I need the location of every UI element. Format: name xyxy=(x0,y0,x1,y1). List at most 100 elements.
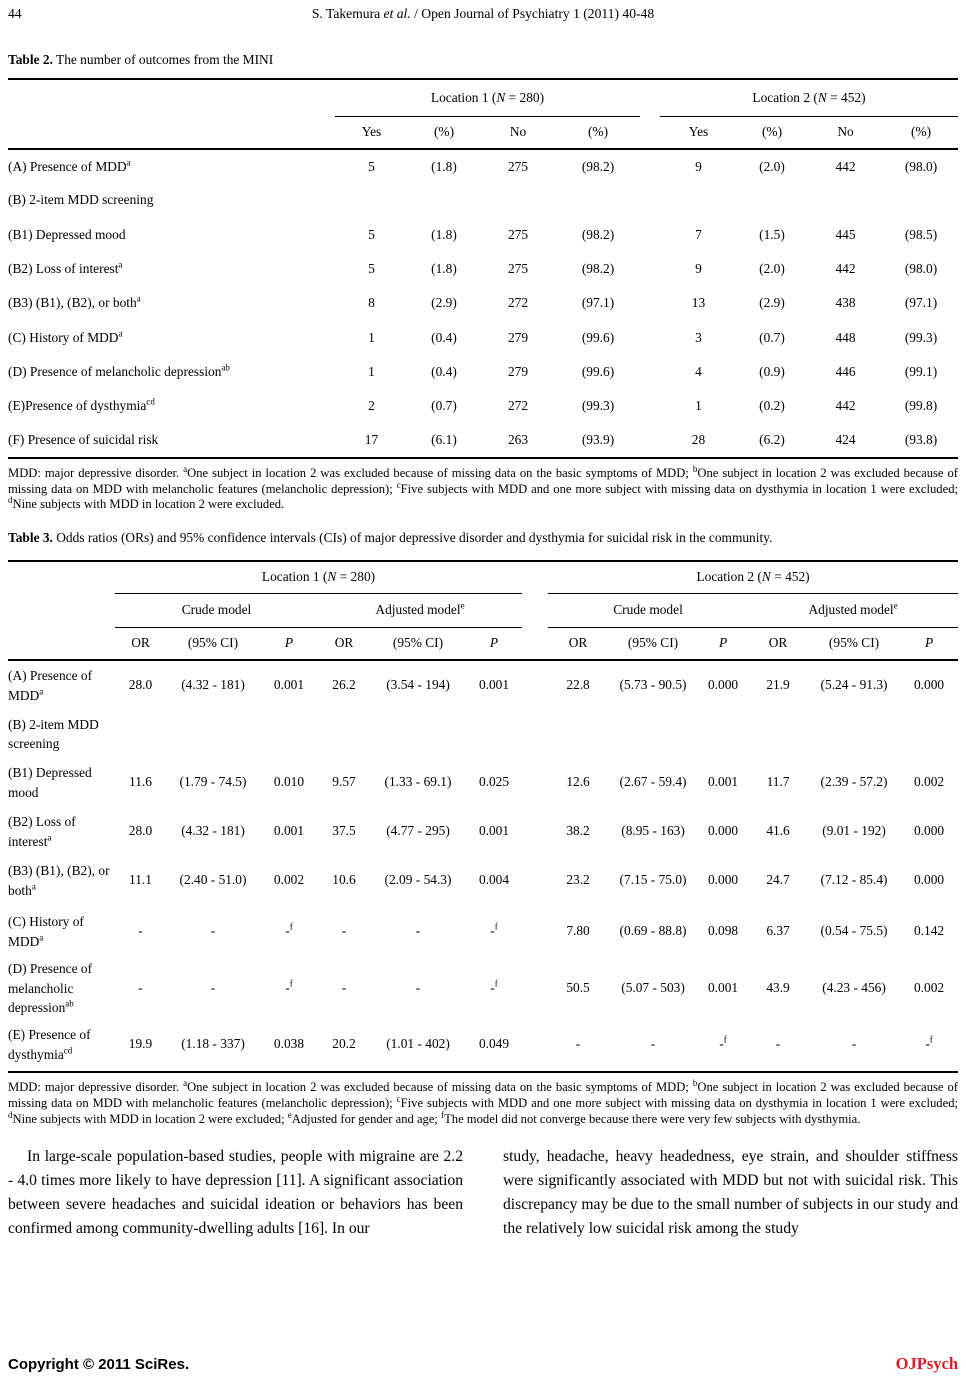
table3-cell: 21.9 xyxy=(766,677,790,693)
table3-stat-header-p: P xyxy=(466,627,523,662)
table3-caption-label: Table 3. xyxy=(8,530,53,546)
table3-cell: 0.000 xyxy=(707,823,739,839)
table3-cell: 37.5 xyxy=(332,823,356,839)
table2-cell xyxy=(807,183,884,217)
table3-cell: (1.79 - 74.5) xyxy=(179,774,247,790)
table2-header-spacer xyxy=(8,79,335,116)
table3-stat-header-ci: (95% CI) xyxy=(166,627,260,662)
table2-cell: 1 xyxy=(695,398,702,414)
table3-header-spacer xyxy=(8,561,115,593)
table3-cell xyxy=(166,710,260,758)
column-gap xyxy=(522,807,548,856)
table2-cell: 442 xyxy=(835,158,856,174)
table3-cell: 0.002 xyxy=(913,979,945,995)
table3-row: (B1) Depressed mood 11.6 (1.79 - 74.5) 0… xyxy=(8,758,958,807)
table2-cell xyxy=(556,183,640,217)
table2-cell xyxy=(408,183,480,217)
table2-cell: 275 xyxy=(507,226,529,242)
page-number: 44 xyxy=(8,6,22,21)
table3-cell: 26.2 xyxy=(332,677,356,693)
table3-stat-header-ci: (95% CI) xyxy=(608,627,699,662)
table2-cell: (0.9) xyxy=(759,363,785,379)
table2-cell: (0.4) xyxy=(431,329,457,345)
table3-cell: 0.001 xyxy=(478,677,510,693)
table3-cell: 0.000 xyxy=(913,677,945,693)
column-gap xyxy=(522,1018,548,1072)
table2-cell: 5 xyxy=(368,261,375,277)
table2-row: (D) Presence of melancholic depressionab… xyxy=(8,355,958,389)
table3-row-label: (B) 2-item MDD screening xyxy=(8,716,99,752)
table3-location2-header: Location 2 (N = 452) xyxy=(548,561,959,594)
table3-cell: (1.33 - 69.1) xyxy=(384,774,452,790)
table3-cell: 50.5 xyxy=(566,979,590,995)
table3-stat-header-p: P xyxy=(260,627,318,662)
table2-cell: (0.7) xyxy=(431,398,457,414)
column-gap xyxy=(522,593,548,627)
column-gap xyxy=(522,856,548,905)
table3-cell: (1.01 - 402) xyxy=(386,1036,450,1052)
table3-cell xyxy=(808,710,900,758)
column-gap xyxy=(522,905,548,958)
table3-cell xyxy=(115,710,166,758)
table2-cell: 448 xyxy=(835,329,856,345)
table3-cell: 0.002 xyxy=(273,872,305,888)
table3-cell: (4.32 - 181) xyxy=(181,823,245,839)
table2-cell: 279 xyxy=(507,329,529,345)
table3-cell: - xyxy=(138,979,143,995)
table2-row-label: (B2) Loss of interesta xyxy=(8,259,123,277)
table3-cell: - xyxy=(210,923,216,939)
table2-cell: (99.8) xyxy=(904,398,938,414)
table3-cell: 0.000 xyxy=(707,677,739,693)
table2-cell: (0.7) xyxy=(759,329,785,345)
table3-cell xyxy=(698,710,748,758)
column-gap xyxy=(640,389,660,423)
table3-cell: 0.000 xyxy=(913,823,945,839)
table2-row-label: (A) Presence of MDDa xyxy=(8,157,131,174)
table3-cell: (7.15 - 75.0) xyxy=(619,872,687,888)
table2-cell: 272 xyxy=(507,398,529,414)
table2-row-label: (D) Presence of melancholic depressionab xyxy=(8,362,230,379)
table3-row-label: (C) History of MDDa xyxy=(8,914,84,949)
table3-cell: - xyxy=(775,1036,781,1052)
table3-row: (D) Presence of melancholic depressionab… xyxy=(8,958,958,1018)
table3-cell: 0.001 xyxy=(707,979,739,995)
table3-cell: 41.6 xyxy=(766,823,790,839)
table2-cell: 263 xyxy=(507,432,529,448)
table2-row-label: (B) 2-item MDD screening xyxy=(8,192,154,208)
table2-caption: Table 2. The number of outcomes from the… xyxy=(8,52,958,68)
table3-cell: 24.7 xyxy=(766,872,790,888)
table2-cell: (97.1) xyxy=(581,295,615,311)
table3-cell: 11.7 xyxy=(766,774,790,790)
table3-cell: -f xyxy=(719,1034,727,1052)
table3-stat-header-p: P xyxy=(900,627,959,662)
table3-row: (B2) Loss of interesta 28.0 (4.32 - 181)… xyxy=(8,807,958,856)
table3-row: (B) 2-item MDD screening xyxy=(8,710,958,758)
table3-cell: (4.77 - 295) xyxy=(386,823,450,839)
table2-row: (B1) Depressed mood 5 (1.8) 275 (98.2) 7… xyxy=(8,218,958,252)
table3-cell: (9.01 - 192) xyxy=(822,823,886,839)
table3-stat-header-or: OR xyxy=(115,627,166,662)
table3-cell: 28.0 xyxy=(128,677,153,693)
table2-cell: (93.8) xyxy=(904,432,938,448)
table3-cell: 10.6 xyxy=(332,872,356,888)
table2-cell: (98.5) xyxy=(904,226,938,242)
table3-caption: Table 3. Odds ratios (ORs) and 95% confi… xyxy=(8,529,958,548)
table3-cell: 0.025 xyxy=(478,774,510,790)
column-gap xyxy=(640,218,660,252)
table3-stat-header-row: OR (95% CI) P OR (95% CI) P OR (95% CI) … xyxy=(8,627,959,662)
table3-row: (E) Presence of dysthymiacd 19.9 (1.18 -… xyxy=(8,1018,958,1072)
table3-cell: 0.010 xyxy=(273,774,305,790)
table2-cell: 445 xyxy=(835,226,856,242)
table3-cell: - xyxy=(210,979,216,995)
column-gap xyxy=(640,286,660,320)
table2-caption-label: Table 2. xyxy=(8,52,53,67)
table3-cell: - xyxy=(650,1036,656,1052)
table2-row-label: (B1) Depressed mood xyxy=(8,226,126,242)
table3-cell: (1.18 - 337) xyxy=(181,1036,245,1052)
table3-cell: 0.000 xyxy=(707,872,739,888)
table2-cell: (93.9) xyxy=(581,432,615,448)
table2-row-label: (B3) (B1), (B2), or botha xyxy=(8,293,141,311)
table2-cell: 446 xyxy=(835,363,856,379)
table2-cell: 272 xyxy=(507,295,529,311)
